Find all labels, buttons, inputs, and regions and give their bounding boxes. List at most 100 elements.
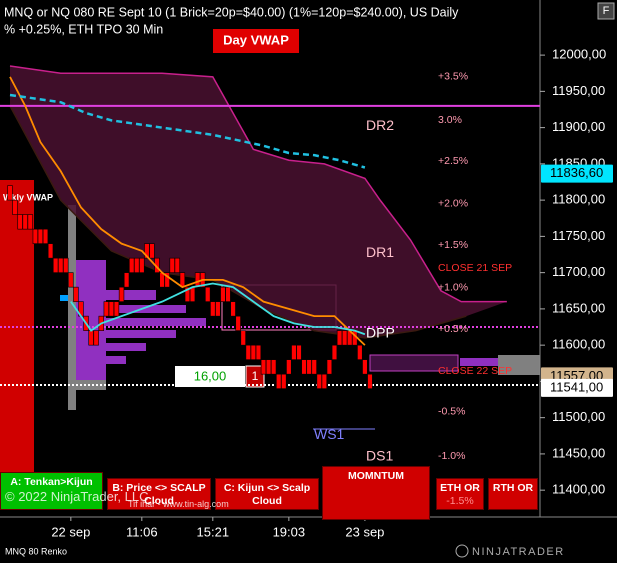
brick xyxy=(22,214,28,230)
brick xyxy=(306,359,312,375)
y-tick-label: 11700,00 xyxy=(552,264,605,279)
brick xyxy=(225,286,231,302)
settings-icon-label: F xyxy=(603,5,610,17)
cloud-fill xyxy=(10,65,507,338)
pct-label: +2.5% xyxy=(438,155,468,167)
indicator-line xyxy=(9,93,366,169)
brick xyxy=(357,344,363,360)
brick xyxy=(235,315,241,331)
copyright: © 2022 NinjaTrader, LLC xyxy=(5,489,149,504)
weekly-vwap-label: Wkly VWAP xyxy=(3,192,53,202)
pct-label: -0.5% xyxy=(438,406,465,418)
price-marker-label: 11836,60 xyxy=(550,165,603,180)
brick xyxy=(88,330,94,346)
pct-label: +2.0% xyxy=(438,198,468,210)
button[interactable]: RTH OR xyxy=(488,478,538,510)
brick xyxy=(47,243,54,259)
brick xyxy=(93,330,99,346)
button[interactable]: A: Tenkan>Kijun xyxy=(0,472,103,510)
watermark: Tif ihar - www.tin-alg.com xyxy=(128,499,229,509)
brick xyxy=(123,272,130,288)
pct-label: +1.5% xyxy=(438,239,468,251)
brick xyxy=(134,257,140,273)
y-tick-label: 11400,00 xyxy=(552,482,605,497)
brick xyxy=(210,301,216,317)
brand: NINJATRADER xyxy=(472,546,565,558)
brick xyxy=(17,214,23,230)
brick xyxy=(336,330,343,346)
button[interactable]: ETH OR -1.5% xyxy=(436,478,484,510)
y-tick-label: 11500,00 xyxy=(552,409,605,424)
brick xyxy=(37,228,44,244)
pct-label: +3.5% xyxy=(438,71,468,83)
brick xyxy=(27,214,33,230)
brick xyxy=(250,344,257,360)
pct-label: -1.0% xyxy=(438,450,465,462)
brick xyxy=(113,301,120,317)
x-tick-label: 11:06 xyxy=(126,524,158,539)
indicator-line xyxy=(70,282,366,336)
brick xyxy=(194,272,201,288)
volume-profile xyxy=(60,205,540,410)
brick xyxy=(63,257,69,273)
brick xyxy=(52,257,59,273)
button-label: A: Tenkan>Kijun xyxy=(10,476,93,488)
button-label: B: Price <> SCALP Cloud xyxy=(112,482,206,507)
brick xyxy=(57,257,64,273)
x-tick-label: 22 sep xyxy=(51,524,90,539)
brick xyxy=(255,344,262,360)
brick xyxy=(240,330,246,346)
day-vwap-label: Day VWAP xyxy=(223,32,289,47)
button-label: RTH OR xyxy=(492,482,534,494)
brick xyxy=(7,185,13,201)
brick xyxy=(128,257,135,273)
brick xyxy=(367,373,373,389)
position-box xyxy=(175,366,245,387)
brick xyxy=(326,359,333,375)
brick xyxy=(296,344,302,360)
button[interactable]: C: Kijun <> Scalp Cloud xyxy=(215,478,319,510)
y-tick-label: 11450,00 xyxy=(552,445,605,460)
chart-subtitle: % +0.25%, ETH TPO 30 Min xyxy=(4,22,163,36)
brick xyxy=(103,301,110,317)
brick xyxy=(118,286,125,302)
pivot-label: DR1 xyxy=(366,244,394,260)
brick xyxy=(311,359,317,375)
y-tick-label: 11600,00 xyxy=(552,337,605,352)
cloud-line xyxy=(9,105,467,339)
price-marker xyxy=(541,164,613,183)
brick xyxy=(276,373,282,389)
pivot-label: DS1 xyxy=(366,448,393,464)
y-tick-label: 11950,00 xyxy=(552,83,605,98)
button[interactable]: MOMNTUM xyxy=(322,466,430,520)
brick xyxy=(220,286,226,302)
button[interactable]: B: Price <> SCALP Cloud xyxy=(107,478,211,510)
y-tick-label: 11800,00 xyxy=(552,192,605,207)
brick xyxy=(316,373,322,389)
y-tick-label: 11900,00 xyxy=(552,119,605,134)
position-qty-box xyxy=(245,365,265,388)
button-sublabel: -1.5% xyxy=(446,495,474,507)
pct-label: +1.0% xyxy=(438,282,468,294)
settings-icon[interactable] xyxy=(597,2,615,20)
price-marker xyxy=(541,378,613,397)
brick xyxy=(362,359,368,375)
brick xyxy=(265,359,272,375)
brick xyxy=(32,228,39,244)
brick xyxy=(281,373,287,389)
brick xyxy=(205,286,211,302)
brick xyxy=(286,359,292,375)
price-marker-label: 11541,00 xyxy=(550,379,603,394)
x-tick-label: 15:21 xyxy=(197,524,230,539)
pivot-label: DPP xyxy=(366,324,395,340)
pct-label: +0.5% xyxy=(438,323,468,335)
position-value: 16,00 xyxy=(194,368,227,383)
brick xyxy=(230,301,236,317)
close-label: CLOSE 22 SEP xyxy=(438,365,512,377)
brick xyxy=(321,373,328,389)
brick xyxy=(12,199,18,215)
pct-label: 3.0% xyxy=(438,114,462,126)
close-label: CLOSE 21 SEP xyxy=(438,262,512,274)
